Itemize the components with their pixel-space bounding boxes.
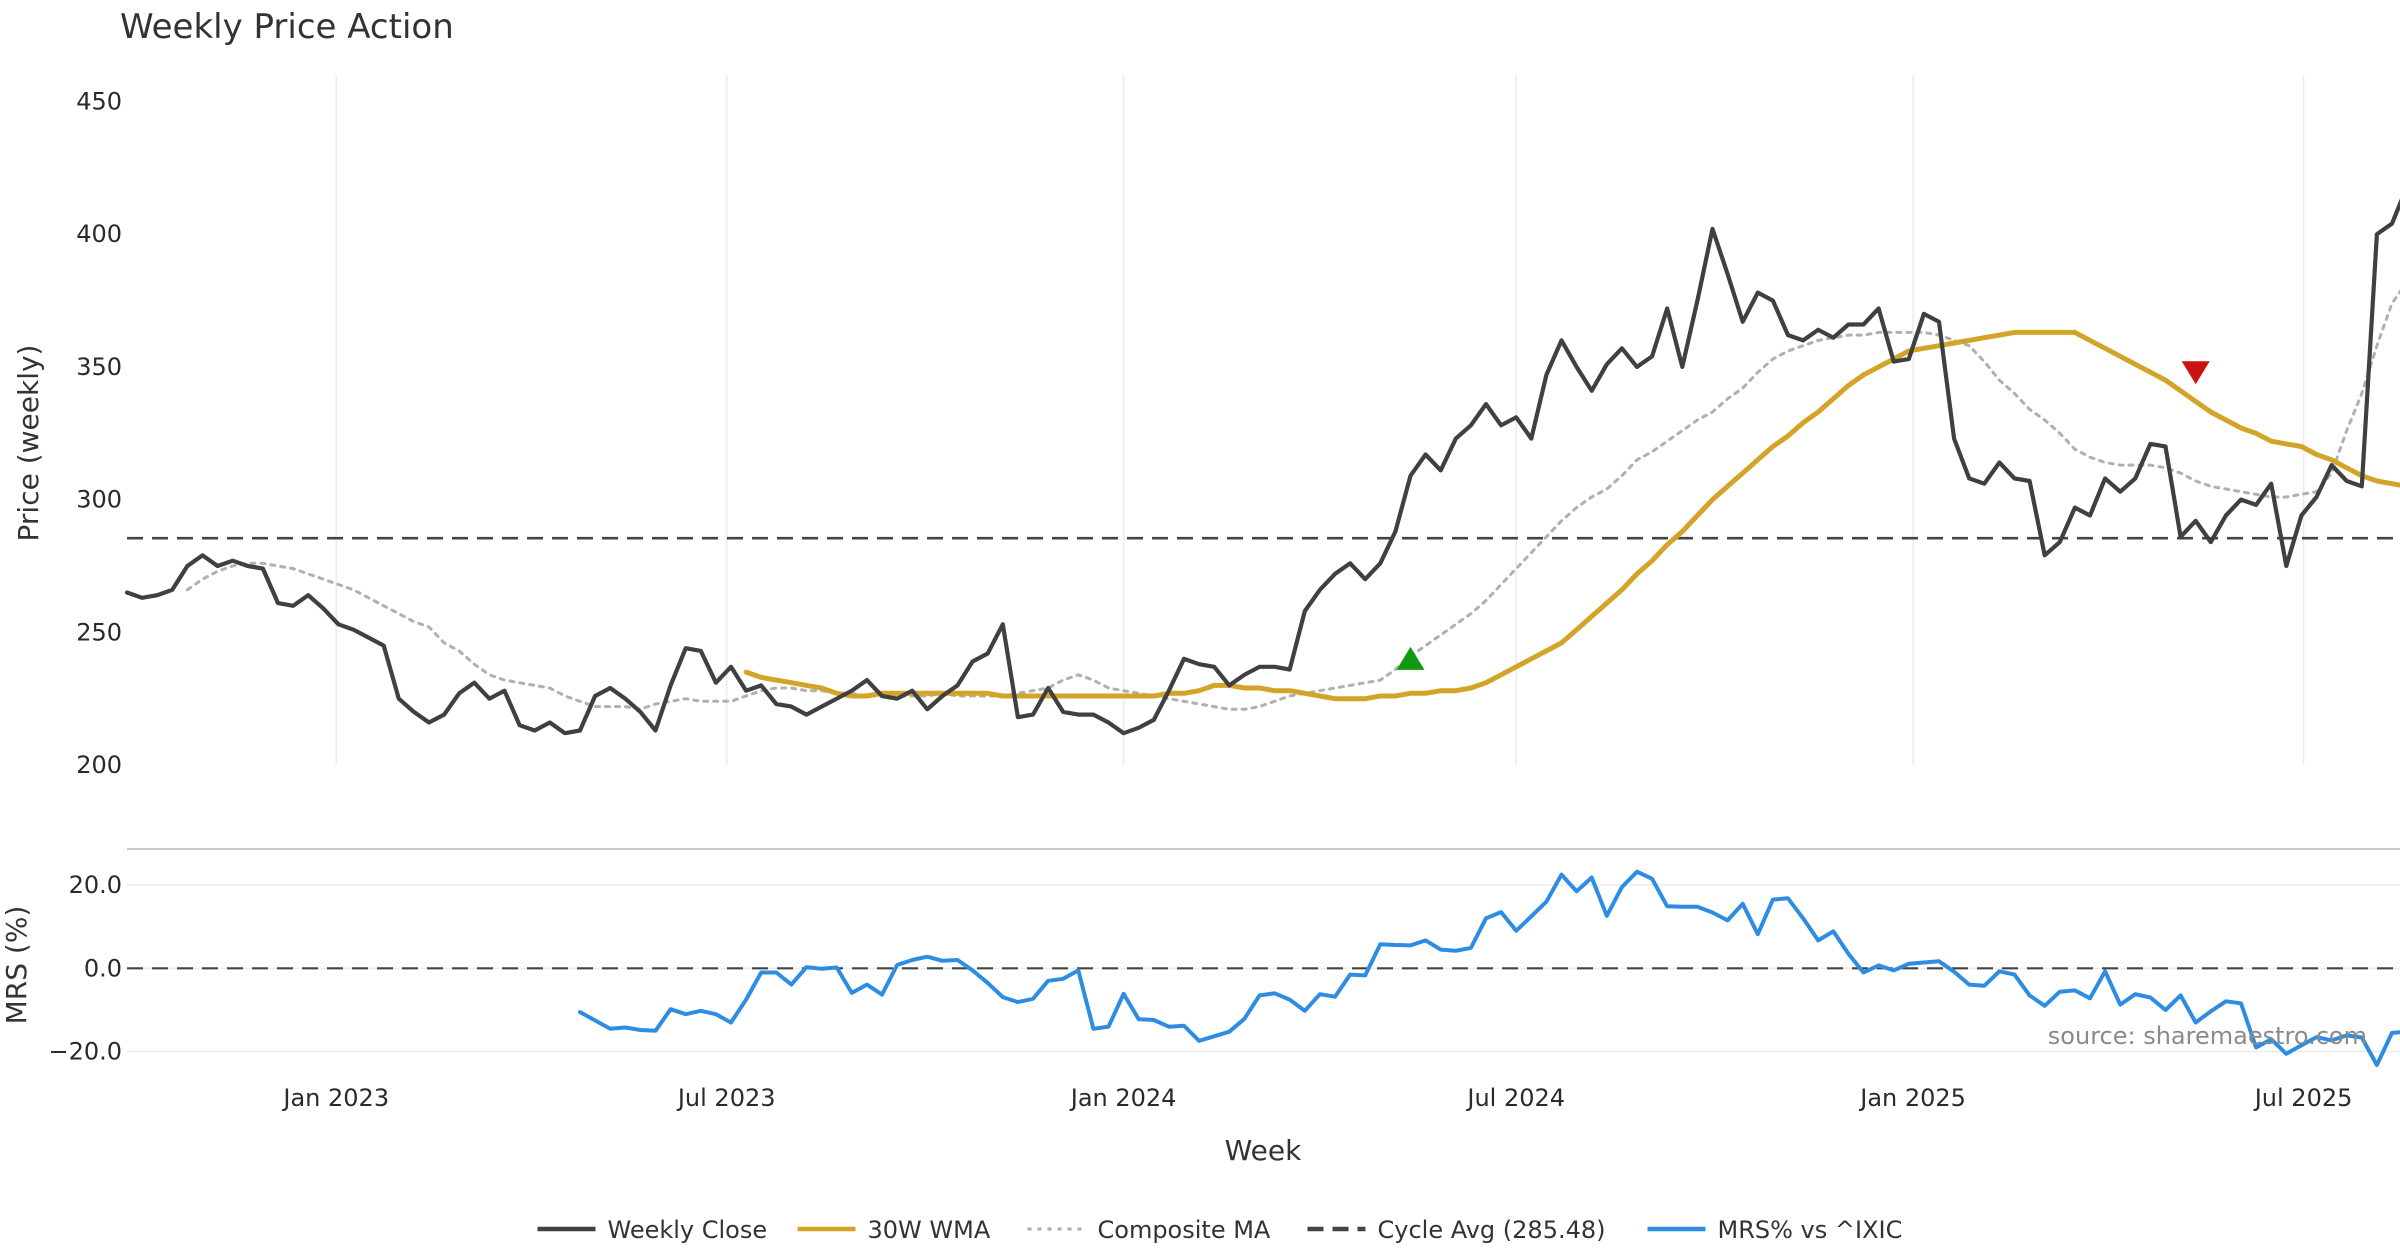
buy-signal-marker	[1396, 646, 1425, 670]
x-tick-label: Jul 2024	[1465, 1084, 1565, 1112]
mrs-series	[578, 869, 2400, 1067]
price-y-ticks: 200 250 300 350 400 450	[76, 88, 122, 779]
x-tick-label: Jul 2023	[676, 1084, 776, 1112]
x-tick-label: Jan 2025	[1858, 1084, 1966, 1112]
legend-item-label: Cycle Avg (285.48)	[1378, 1216, 1606, 1244]
x-tick-label: Jan 2023	[281, 1084, 389, 1112]
price-panel-grid	[335, 75, 2305, 765]
price-y-tick-label: 400	[76, 220, 122, 248]
chart-title: Weekly Price Action	[120, 7, 454, 47]
price-lines	[124, 198, 2400, 736]
legend-item-label: Composite MA	[1098, 1216, 1271, 1244]
legend-item-label: MRS% vs ^IXIC	[1718, 1216, 1903, 1244]
price-y-tick-label: 350	[76, 353, 122, 381]
mrs-y-axis-label: MRS (%)	[0, 906, 33, 1025]
x-tick-label: Jul 2025	[2253, 1084, 2353, 1112]
sell-signal-marker	[2181, 361, 2210, 385]
30w-wma-series	[743, 329, 2400, 702]
mrs-y-tick-label: 0.0	[84, 954, 122, 982]
x-tick-label: Jan 2024	[1069, 1084, 1177, 1112]
mrs-panel-grid	[127, 884, 2400, 1053]
x-axis-label: Week	[1225, 1134, 1302, 1167]
mrs-y-ticks: −20.0 0.0 20.0	[48, 871, 122, 1066]
price-y-tick-label: 300	[76, 486, 122, 514]
price-y-tick-label: 250	[76, 618, 122, 646]
legend: Weekly Close 30W WMA Composite MA Cycle Avg…	[537, 1216, 1903, 1244]
source-label: source: sharemaestro.com	[2048, 1022, 2367, 1050]
legend-item-label: Weekly Close	[608, 1216, 768, 1244]
mrs-lines	[578, 869, 2400, 1067]
price-y-tick-label: 450	[76, 88, 122, 116]
x-ticks: Jan 2023 Jul 2023 Jan 2024 Jul 2024 Jan 2025…	[281, 1084, 2352, 1112]
mrs-y-tick-label: −20.0	[48, 1038, 122, 1066]
mrs-y-tick-label: 20.0	[69, 871, 122, 899]
legend-item-label: 30W WMA	[868, 1216, 991, 1244]
signal-markers	[1396, 361, 2210, 670]
weekly-close-series	[124, 198, 2400, 736]
price-y-tick-label: 200	[76, 751, 122, 779]
price-y-axis-label: Price (weekly)	[12, 345, 45, 542]
